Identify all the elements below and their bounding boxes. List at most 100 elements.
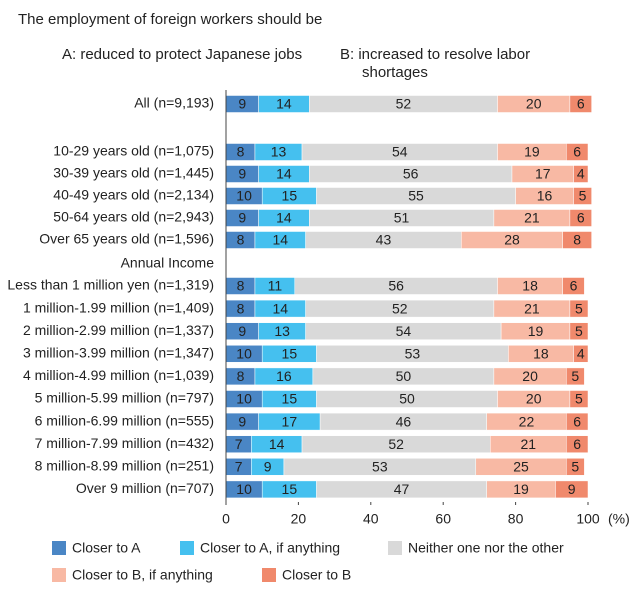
data-label: 5 xyxy=(579,188,587,204)
x-tick-label: 40 xyxy=(363,511,379,527)
y-tick-label: 5 million-5.99 million (n=797) xyxy=(35,390,214,406)
chart-title: The employment of foreign workers should… xyxy=(18,11,323,28)
data-label: 54 xyxy=(392,144,408,160)
data-label: 14 xyxy=(276,96,292,112)
data-label: 16 xyxy=(276,368,292,384)
y-tick-label: All (n=9,193) xyxy=(134,95,214,111)
bar-segment xyxy=(566,367,585,386)
data-label: 14 xyxy=(273,232,289,248)
data-label: 9 xyxy=(238,210,246,226)
data-label: 17 xyxy=(535,166,551,182)
y-tick-label: 8 million-8.99 million (n=251) xyxy=(35,458,214,474)
data-label: 13 xyxy=(271,144,287,160)
data-label: 14 xyxy=(276,166,292,182)
legend-label: Closer to B xyxy=(282,567,351,583)
x-tick-label: 100 xyxy=(576,511,600,527)
data-label: 6 xyxy=(570,278,578,294)
legend-swatch xyxy=(180,541,194,555)
data-label: 20 xyxy=(522,368,538,384)
data-label: 5 xyxy=(575,300,583,316)
bar-segment xyxy=(562,277,585,295)
data-label: 56 xyxy=(388,278,404,294)
bar-segment xyxy=(569,390,589,408)
data-label: 53 xyxy=(372,459,388,475)
bar-segment xyxy=(566,143,589,161)
data-label: 21 xyxy=(520,436,536,452)
x-unit: (%) xyxy=(608,511,630,527)
data-label: 4 xyxy=(577,166,585,182)
y-tick-label: 50-64 years old (n=2,943) xyxy=(53,209,214,225)
data-label: 8 xyxy=(573,232,581,248)
data-label: 55 xyxy=(408,188,424,204)
data-label: 21 xyxy=(524,210,540,226)
data-label: 52 xyxy=(388,436,404,452)
data-label: 52 xyxy=(392,300,408,316)
legend-label: Closer to A, if anything xyxy=(200,540,340,556)
data-label: 53 xyxy=(405,346,421,362)
bar-segment xyxy=(573,165,589,183)
y-tick-label: Over 65 years old (n=1,596) xyxy=(39,231,214,247)
data-label: 6 xyxy=(573,436,581,452)
data-label: 21 xyxy=(524,300,540,316)
data-label: 52 xyxy=(396,96,412,112)
legend-label: Neither one nor the other xyxy=(408,540,564,556)
y-tick-label: 7 million-7.99 million (n=432) xyxy=(35,435,214,451)
data-label: 10 xyxy=(236,391,252,407)
legend-label: Closer to A xyxy=(72,540,141,556)
data-label: 5 xyxy=(571,368,579,384)
section-label: Annual Income xyxy=(121,255,215,271)
data-label: 19 xyxy=(513,481,529,497)
data-label: 54 xyxy=(396,323,412,339)
data-label: 56 xyxy=(403,166,419,182)
y-tick-label: 6 million-6.99 million (n=555) xyxy=(35,412,214,428)
legend-swatch xyxy=(52,541,66,555)
data-label: 15 xyxy=(282,481,298,497)
data-label: 8 xyxy=(237,232,245,248)
data-label: 17 xyxy=(282,413,298,429)
data-label: 9 xyxy=(568,481,576,497)
bar-segment xyxy=(566,435,589,453)
y-tick-label: 10-29 years old (n=1,075) xyxy=(53,143,214,159)
legend-swatch xyxy=(52,568,66,582)
data-label: 8 xyxy=(237,144,245,160)
data-label: 5 xyxy=(571,459,579,475)
bar-segment xyxy=(569,95,592,113)
bar-segment xyxy=(555,480,589,499)
data-label: 51 xyxy=(394,210,410,226)
data-label: 5 xyxy=(575,323,583,339)
data-label: 7 xyxy=(235,436,243,452)
y-tick-label: 30-39 years old (n=1,445) xyxy=(53,165,214,181)
x-tick-label: 80 xyxy=(508,511,524,527)
data-label: 6 xyxy=(577,210,585,226)
data-label: 9 xyxy=(238,166,246,182)
data-label: 43 xyxy=(376,232,392,248)
data-label: 14 xyxy=(273,300,289,316)
data-label: 20 xyxy=(526,96,542,112)
data-label: 8 xyxy=(237,368,245,384)
legend-swatch xyxy=(388,541,402,555)
data-label: 10 xyxy=(236,346,252,362)
data-label: 8 xyxy=(237,300,245,316)
x-tick-label: 60 xyxy=(435,511,451,527)
bar-segment xyxy=(569,322,589,340)
data-label: 4 xyxy=(577,346,585,362)
data-label: 9 xyxy=(238,413,246,429)
bar-segment xyxy=(573,187,592,205)
data-label: 15 xyxy=(282,346,298,362)
data-label: 16 xyxy=(537,188,553,204)
data-label: 6 xyxy=(577,96,585,112)
y-tick-label: 4 million-4.99 million (n=1,039) xyxy=(23,367,214,383)
y-tick-label: Less than 1 million yen (n=1,319) xyxy=(7,277,214,293)
data-label: 5 xyxy=(575,391,583,407)
legend-label: Closer to B, if anything xyxy=(72,567,213,583)
bar-segment xyxy=(573,345,589,363)
x-tick-label: 0 xyxy=(222,511,230,527)
data-label: 18 xyxy=(522,278,538,294)
data-label: 18 xyxy=(533,346,549,362)
subtitle-a: A: reduced to protect Japanese jobs xyxy=(62,46,303,63)
y-tick-label: 3 million-3.99 million (n=1,347) xyxy=(23,345,214,361)
data-label: 9 xyxy=(264,459,272,475)
data-label: 6 xyxy=(573,413,581,429)
